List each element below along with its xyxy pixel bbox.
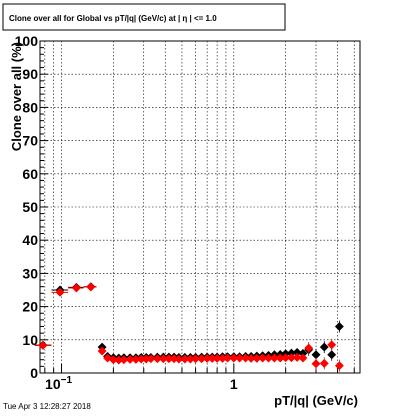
black-data-point [319,342,329,352]
red-data-point [311,359,321,369]
y-tick-label: 0 [30,365,38,381]
red-data-point [38,340,48,350]
red-data-point [55,287,65,297]
red-data-point [327,340,337,350]
red-data-point [304,343,314,353]
red-data-point [103,353,113,363]
x-tick-label: 10−1 [45,375,72,392]
red-data-point [71,283,81,293]
y-tick-label: 70 [22,133,38,149]
red-data-point [146,354,156,364]
red-data-point [319,358,329,368]
y-tick-label: 50 [22,199,38,215]
x-axis-title: pT/|q| (GeV/c) [274,393,358,408]
red-data-point [86,282,96,292]
title-box [2,3,286,31]
x-tick-label: 1 [230,376,238,392]
chart-title: Clone over all for Global vs pT/|q| (GeV… [9,14,217,23]
y-tick-label: 80 [22,99,38,115]
black-data-point [327,350,337,360]
data-points [34,282,344,372]
red-data-point [235,353,245,363]
red-data-point [298,353,308,363]
red-data-point [223,353,233,363]
axes [39,40,361,374]
y-tick-label: 60 [22,166,38,182]
black-data-point [334,321,344,332]
tick-labels: 0 10 20 30 40 50 60 70 80 90 100 10−1 1 [15,33,238,392]
red-data-point [334,361,344,371]
red-data-point [174,354,184,364]
y-tick-label: 90 [22,66,38,82]
red-data-point [152,354,162,364]
red-data-point [191,354,201,364]
y-tick-label: 30 [22,265,38,281]
y-axis-title: Clone over all (%) [9,42,24,151]
y-tick-label: 100 [15,33,39,49]
y-tick-label: 20 [22,299,38,315]
y-tick-label: 10 [22,332,38,348]
red-data-point [97,346,107,356]
y-tick-label: 40 [22,232,38,248]
timestamp: Tue Apr 3 12:28:27 2018 [3,402,91,411]
grid [40,41,360,373]
red-data-point [292,352,302,362]
